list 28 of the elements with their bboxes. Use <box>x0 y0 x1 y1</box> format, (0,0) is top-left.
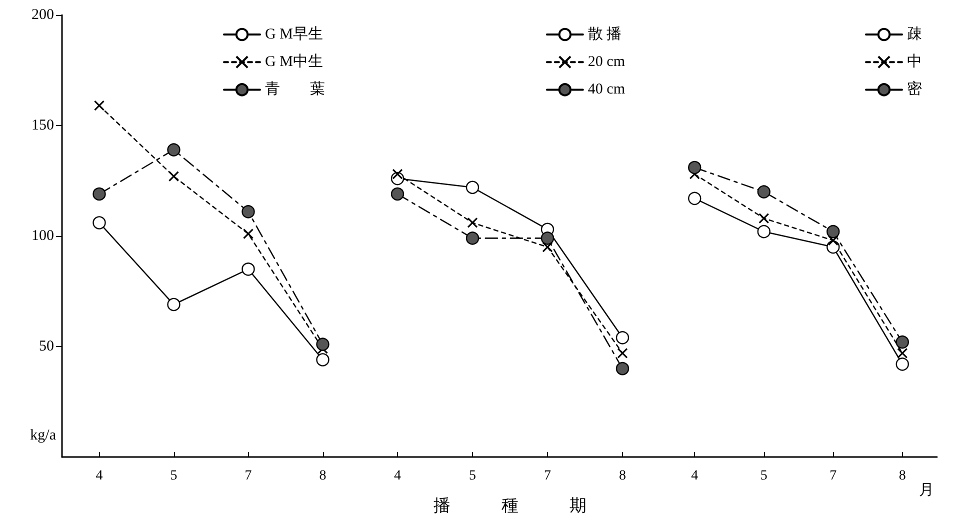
y-tick-label: 100 <box>32 228 54 244</box>
legend-label: G M中生 <box>265 53 323 70</box>
x-axis-title: 播 種 期 <box>434 496 586 515</box>
legend-label: 20 cm <box>588 54 626 70</box>
x-tick-label: 4 <box>394 468 401 484</box>
y-axis-title: kg/a <box>30 428 56 444</box>
y-tick-label: 200 <box>32 7 54 23</box>
x-tick-label: 5 <box>170 468 178 484</box>
x-axis-title: 月 <box>919 482 934 498</box>
x-tick-label: 4 <box>691 468 698 484</box>
x-tick-label: 5 <box>760 468 768 484</box>
x-tick-label: 5 <box>469 468 476 484</box>
y-tick-label: 150 <box>32 118 54 134</box>
x-tick-label: 8 <box>619 468 626 484</box>
x-tick-label: 4 <box>96 468 103 484</box>
x-tick-label: 8 <box>319 468 326 484</box>
legend-label: G M早生 <box>265 26 323 42</box>
x-tick-label: 7 <box>244 468 252 484</box>
y-tick-label: 50 <box>39 338 54 354</box>
legend-label: 疎 <box>907 26 922 42</box>
x-tick-label: 7 <box>830 468 837 484</box>
legend-label: 散 播 <box>588 26 622 42</box>
legend-label: 40 cm <box>588 82 626 98</box>
legend-label: 青 葉 <box>265 80 325 98</box>
x-tick-label: 8 <box>898 468 906 484</box>
x-tick-label: 7 <box>544 468 551 484</box>
legend-label: 中 <box>907 53 922 70</box>
legend-label: 密 <box>907 80 922 98</box>
